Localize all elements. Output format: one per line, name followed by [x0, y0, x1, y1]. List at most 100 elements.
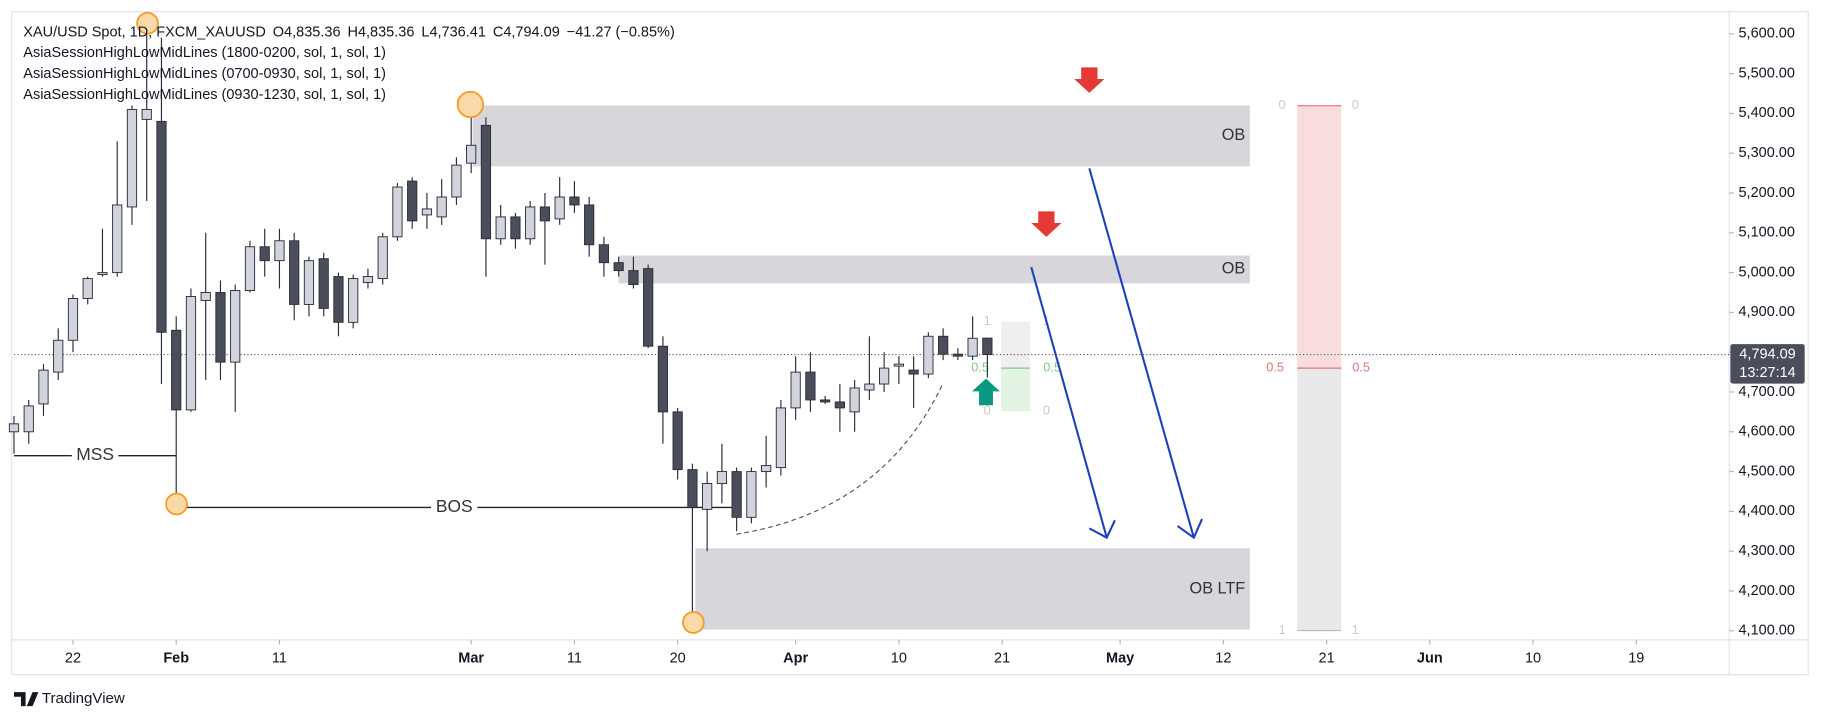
brand-logo: TradingView — [13, 690, 125, 707]
close: C4,794.09 — [493, 24, 560, 40]
x-tick-label: 20 — [670, 650, 686, 666]
order-block-label: OB LTF — [1190, 579, 1246, 597]
fib-label: 0.5 — [971, 360, 989, 375]
y-tick-label: 4,600.00 — [1739, 424, 1795, 440]
order-block-label: OB — [1222, 260, 1245, 278]
x-tick-label: 21 — [1319, 650, 1335, 666]
x-tick-label: 10 — [1525, 650, 1541, 666]
reward-box — [1297, 368, 1342, 631]
y-tick-label: 4,200.00 — [1739, 583, 1795, 599]
y-tick-label: 5,100.00 — [1739, 225, 1795, 241]
candle-body — [790, 371, 801, 409]
candle-body — [82, 278, 93, 299]
y-tick-label: 4,100.00 — [1739, 623, 1795, 639]
candle-body — [421, 208, 433, 216]
candle-body — [480, 124, 492, 240]
indicator[interactable]: AsiaSessionHighLowMidLines (1800-0200, s… — [23, 45, 386, 61]
y-tick-label: 5,000.00 — [1739, 264, 1795, 280]
x-tick-label: Mar — [458, 650, 484, 666]
risk-box — [1297, 105, 1342, 369]
candle-body — [613, 262, 624, 272]
fib-label: 0 — [1043, 402, 1050, 417]
down-arrow — [1031, 211, 1062, 237]
y-tick-label: 4,700.00 — [1739, 384, 1795, 400]
x-tick-label: 21 — [994, 650, 1010, 666]
order-block — [618, 255, 1250, 284]
swing-point — [456, 90, 485, 119]
candle-body — [112, 204, 123, 274]
candle-body — [643, 268, 654, 347]
candle-body — [303, 260, 315, 305]
structure-label: BOS — [436, 496, 473, 516]
candle-body — [407, 180, 418, 222]
candle-body — [687, 469, 698, 508]
x-tick-label: 22 — [65, 650, 81, 666]
candles — [8, 33, 993, 627]
axes: 4,100.00 4,200.00 4,300.00 4,400.00 4,500.00… — [13, 26, 1805, 666]
y-tick-label: 4,400.00 — [1739, 503, 1795, 519]
x-tick-label: Jun — [1417, 650, 1443, 666]
indicator[interactable]: AsiaSessionHighLowMidLines (0700-0930, s… — [23, 66, 386, 82]
down-arrow — [1074, 67, 1105, 93]
candle-body — [171, 329, 182, 411]
brand: TradingView — [42, 690, 125, 707]
fib-label: 0 — [1279, 97, 1286, 112]
open: O4,835.36 — [273, 24, 341, 40]
last-price-box — [1730, 344, 1805, 384]
last-price: 4,794.09 — [1739, 346, 1795, 362]
candle-body — [539, 206, 551, 222]
candle-body — [244, 246, 256, 291]
x-tick-label: 10 — [891, 650, 907, 666]
zones: OB OB OB LTF — [472, 105, 1250, 630]
order-block — [472, 105, 1250, 167]
swing-point — [682, 611, 705, 634]
x-tick-label: 11 — [272, 650, 287, 666]
x-tick-label: Feb — [163, 650, 189, 666]
frame — [11, 11, 1809, 676]
candle-body — [908, 369, 919, 375]
fib-label: 0 — [984, 402, 991, 417]
swing-point — [165, 492, 188, 516]
fib-label: 0.5 — [1352, 360, 1370, 375]
candle-body — [775, 407, 787, 469]
candle-body — [879, 367, 890, 385]
order-block — [695, 548, 1250, 630]
candle-body — [923, 335, 934, 375]
legend: XAU/USD Spot, 1D, FXCM_XAUUSD O4,835.36 H4… — [23, 24, 675, 103]
candle-body — [466, 144, 477, 164]
candle-body — [584, 204, 595, 246]
candle-body — [451, 164, 462, 198]
candle-body — [510, 216, 521, 240]
candle-body — [716, 471, 728, 484]
dashed-curve — [736, 382, 944, 535]
fib-label: 0.5 — [1043, 360, 1061, 375]
candle-body — [436, 196, 447, 218]
candle-body — [259, 246, 270, 262]
fib-label: 1 — [1352, 622, 1359, 637]
y-tick-label: 5,600.00 — [1739, 26, 1795, 42]
high: H4,835.36 — [347, 24, 414, 40]
symbol: XAU/USD Spot, 1D, FXCM_XAUUSD O4,835.36 H4… — [23, 24, 675, 40]
up-arrow — [972, 378, 1000, 406]
candle-body — [185, 296, 197, 411]
y-tick-label: 5,500.00 — [1739, 65, 1795, 81]
candle-body — [38, 369, 49, 405]
candle-body — [377, 236, 388, 280]
candle-body — [67, 298, 79, 341]
candle-body — [362, 276, 374, 284]
arrow-head — [1176, 518, 1203, 540]
projection-line — [1088, 168, 1195, 538]
candle-body — [628, 270, 639, 286]
candle-body — [805, 371, 816, 401]
low: L4,736.41 — [421, 24, 486, 40]
candle-body — [53, 339, 64, 373]
y-tick-label: 5,400.00 — [1739, 105, 1795, 121]
countdown: 13:27:14 — [1739, 365, 1795, 381]
candle-body — [97, 272, 108, 276]
indicator[interactable]: AsiaSessionHighLowMidLines (0930-1230, s… — [23, 87, 386, 103]
candle-body — [274, 240, 285, 262]
change: −41.27 (−0.85%) — [567, 24, 675, 40]
candle-body — [849, 387, 860, 413]
candle-body — [598, 244, 610, 264]
